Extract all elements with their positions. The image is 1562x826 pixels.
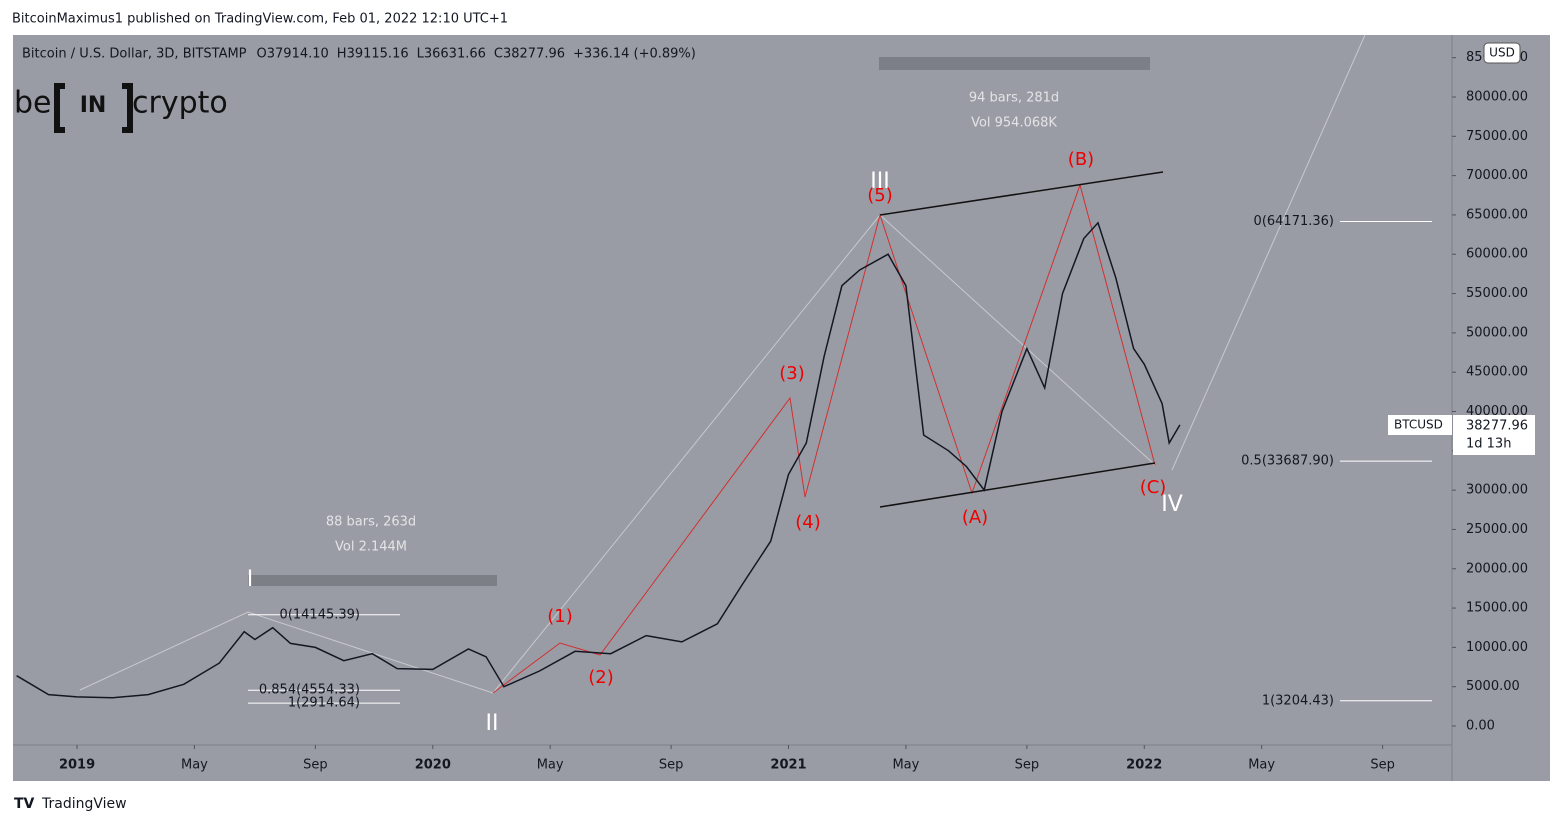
range-bar (879, 57, 1150, 70)
subwave-label: (2) (588, 667, 614, 688)
fib-label: 0.5(33687.90) (1241, 454, 1334, 469)
subwave-label: (A) (962, 507, 988, 528)
fib-label: 1(3204.43) (1262, 693, 1334, 708)
range-bar (248, 575, 497, 586)
range-info: 88 bars, 263d (326, 515, 416, 530)
time-axis (13, 745, 1452, 781)
chart-title: Bitcoin / U.S. Dollar, 3D, BITSTAMP (22, 47, 247, 62)
price-box (1453, 415, 1535, 455)
x-tick-label: May (181, 758, 208, 773)
ohlc-value: 37914.10 (267, 47, 329, 62)
y-tick-label: 25000.00 (1466, 522, 1528, 537)
ohlc-value: +336.14 (+0.89%) (573, 47, 696, 62)
y-tick-label: 0.00 (1466, 719, 1495, 734)
tv-mark: TV (14, 796, 35, 812)
y-tick-label: 45000.00 (1466, 365, 1528, 380)
y-tick-label: 15000.00 (1466, 601, 1528, 616)
currency-badge (1483, 42, 1521, 64)
y-tick-label: 60000.00 (1466, 247, 1528, 262)
ohlc-value: 38277.96 (503, 47, 565, 62)
price-line (16, 221, 1181, 699)
subwave-label: (1) (547, 606, 573, 627)
y-tick-label: 65000.00 (1466, 207, 1528, 222)
price-value: 38277.96 (1466, 419, 1528, 434)
x-tick-label: Sep (659, 758, 684, 773)
y-tick-label: 55000.00 (1466, 286, 1528, 301)
fib-label: 1(2914.64) (288, 696, 360, 711)
wave-label: II (486, 711, 499, 736)
y-tick-label: 30000.00 (1466, 483, 1528, 498)
countdown: 1d 13h (1466, 437, 1511, 452)
title-row: Bitcoin / U.S. Dollar, 3D, BITSTAMP O 3791… (22, 47, 696, 62)
channel-line (879, 462, 1156, 508)
subwave-line (492, 183, 1156, 694)
x-tick-label: Sep (303, 758, 328, 773)
price-axis (1452, 35, 1550, 781)
subwave-label: (B) (1068, 149, 1094, 170)
footer-brand: TradingView (41, 796, 127, 812)
x-tick-label: 2022 (1126, 758, 1162, 773)
symbol-label: BTCUSD (1394, 418, 1443, 432)
channel-line (879, 171, 1164, 216)
range-info: Vol 2.144M (335, 540, 407, 555)
subwave-label: (C) (1140, 477, 1167, 498)
logo-text: IN (80, 93, 107, 118)
logo: be IN crypto (14, 83, 228, 133)
fib-label: 0(64171.36) (1254, 214, 1334, 229)
y-tick-label: 80000.00 (1466, 89, 1528, 104)
x-tick-label: May (1248, 758, 1275, 773)
x-tick-label: 2020 (415, 758, 451, 773)
subwave-label: (5) (867, 185, 893, 206)
x-tick-label: May (537, 758, 564, 773)
y-tick-label: 50000.00 (1466, 325, 1528, 340)
subwave-label: (4) (795, 512, 821, 533)
ohlc-key: L (417, 47, 425, 62)
logo-bracket (54, 83, 133, 133)
ohlc-key: C (494, 47, 503, 62)
ohlc-value: 39115.16 (347, 47, 409, 62)
x-tick-label: May (892, 758, 919, 773)
y-tick-label: 10000.00 (1466, 640, 1528, 655)
x-tick-label: Sep (1370, 758, 1395, 773)
subwave-label: (3) (779, 363, 805, 384)
x-tick-label: 2021 (770, 758, 806, 773)
plot-area (13, 35, 1452, 745)
wave-label: I (247, 567, 254, 592)
fib-label: 0.854(4554.33) (259, 683, 360, 698)
published-line: BitcoinMaximus1 published on TradingView… (12, 12, 508, 27)
fib-label: 0(14145.39) (280, 607, 360, 622)
y-tick-label: 5000.00 (1466, 679, 1520, 694)
ohlc-value: 36631.66 (424, 47, 486, 62)
range-info: 94 bars, 281d (969, 91, 1059, 106)
ohlc-key: H (337, 47, 347, 62)
y-tick-label: 70000.00 (1466, 168, 1528, 183)
logo-text: crypto (132, 86, 228, 121)
wave-label: III (870, 169, 889, 194)
logo-text: be (14, 86, 52, 121)
range-info: Vol 954.068K (971, 116, 1057, 131)
currency: USD (1489, 46, 1515, 60)
x-tick-label: 2019 (59, 758, 95, 773)
y-tick-label: 75000.00 (1466, 129, 1528, 144)
wave-label: IV (1161, 492, 1183, 517)
projection-line (1171, 34, 1366, 471)
symbol-box (1388, 415, 1452, 435)
x-tick-label: Sep (1015, 758, 1040, 773)
ohlc-key: O (257, 47, 267, 62)
y-tick-label: 20000.00 (1466, 561, 1528, 576)
